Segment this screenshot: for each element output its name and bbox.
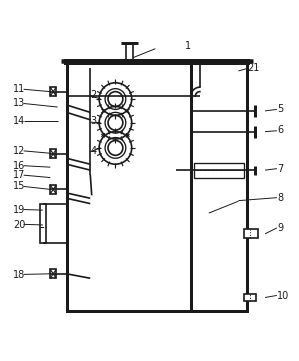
Text: 17: 17 bbox=[13, 170, 26, 179]
Text: 10: 10 bbox=[277, 291, 289, 301]
Text: 20: 20 bbox=[13, 220, 26, 230]
Text: 12: 12 bbox=[13, 146, 26, 156]
Bar bbox=[126, 43, 133, 61]
Text: 13: 13 bbox=[13, 99, 25, 109]
Text: 2: 2 bbox=[90, 90, 97, 100]
Bar bbox=[50, 87, 56, 96]
Text: 21: 21 bbox=[247, 63, 260, 73]
Text: 8: 8 bbox=[277, 193, 283, 203]
Text: 15: 15 bbox=[13, 182, 26, 191]
Text: 7: 7 bbox=[277, 164, 283, 174]
Text: 14: 14 bbox=[13, 116, 25, 126]
Text: 9: 9 bbox=[277, 223, 283, 233]
Bar bbox=[50, 185, 56, 194]
Text: 11: 11 bbox=[13, 84, 25, 93]
Bar bbox=[50, 149, 56, 158]
Text: 16: 16 bbox=[13, 161, 25, 171]
Bar bbox=[67, 62, 194, 311]
Text: 5: 5 bbox=[277, 104, 283, 114]
Bar bbox=[50, 269, 56, 278]
Bar bbox=[244, 293, 256, 301]
Bar bbox=[194, 163, 244, 178]
Text: 19: 19 bbox=[13, 205, 25, 215]
Text: 18: 18 bbox=[13, 270, 25, 280]
Bar bbox=[244, 229, 258, 238]
Text: 3: 3 bbox=[90, 116, 96, 126]
Text: 1: 1 bbox=[185, 41, 191, 51]
Text: 6: 6 bbox=[277, 125, 283, 135]
Bar bbox=[191, 62, 247, 311]
Bar bbox=[40, 204, 46, 243]
Text: 4: 4 bbox=[90, 146, 96, 156]
